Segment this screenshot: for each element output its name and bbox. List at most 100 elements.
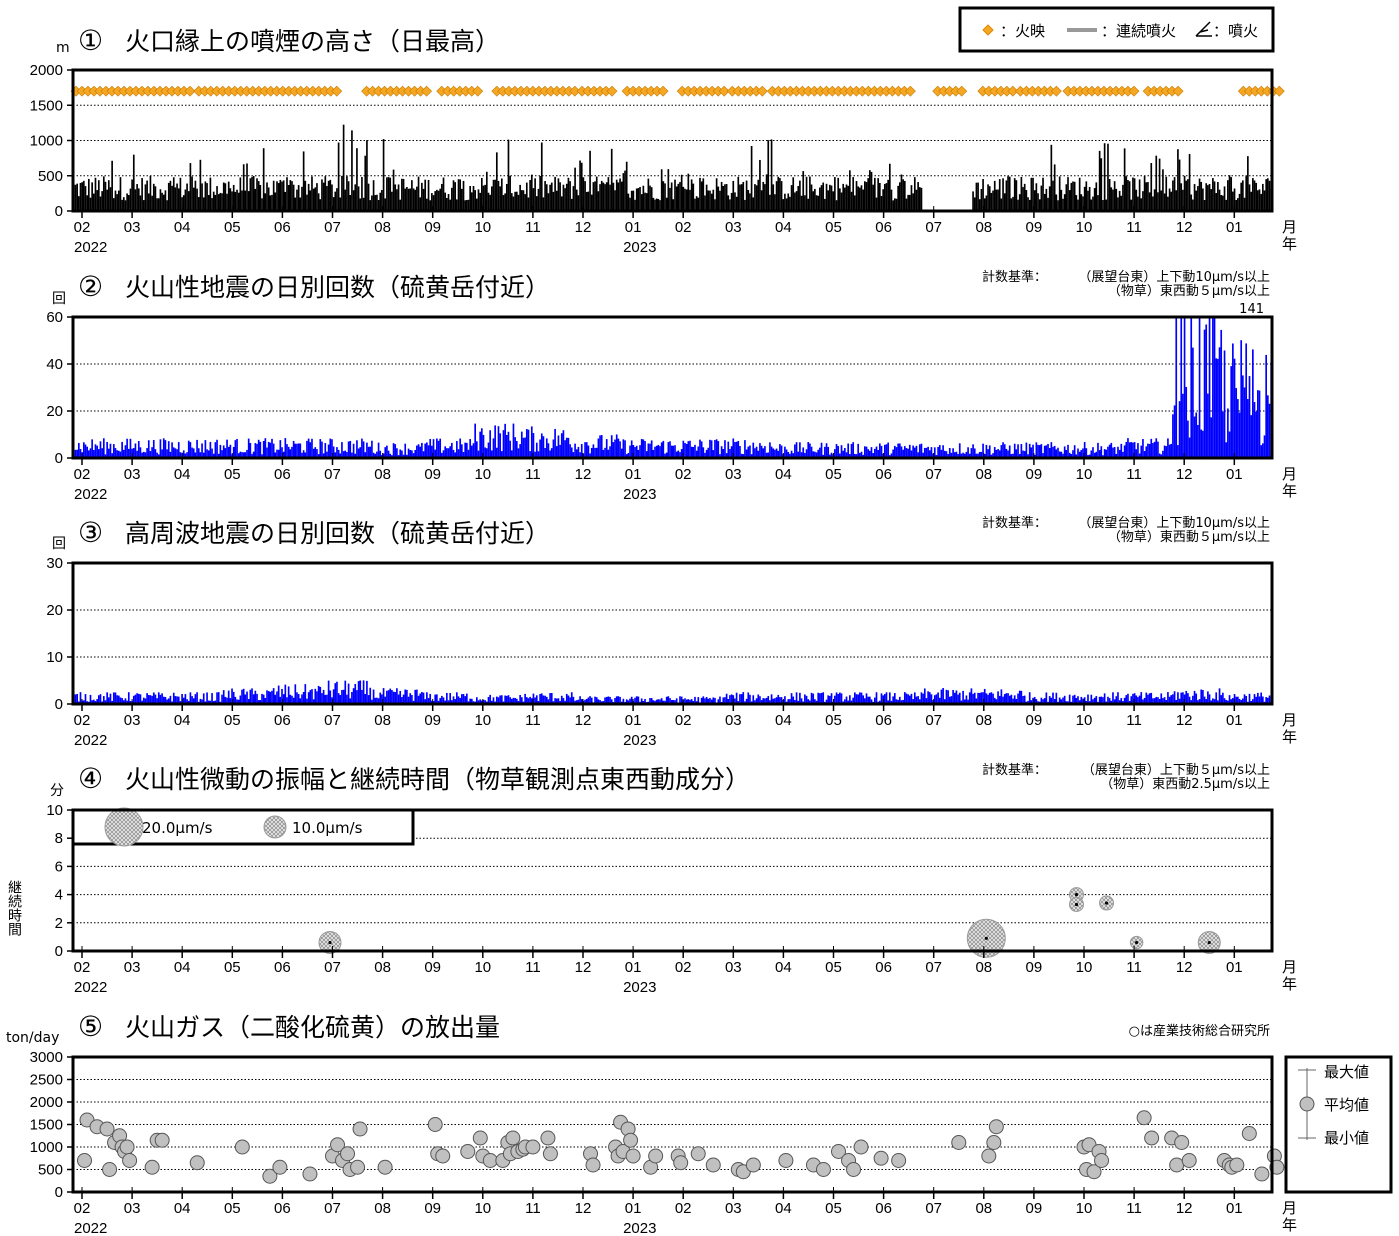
earthquake-count-bar bbox=[156, 452, 158, 458]
earthquake-count-bar bbox=[1190, 317, 1193, 458]
so2-emission-point bbox=[705, 1157, 721, 1173]
plume-height-bar bbox=[819, 187, 821, 211]
earthquake-count-bar bbox=[844, 448, 846, 458]
earthquake-count-bar bbox=[1215, 358, 1218, 458]
earthquake-count-bar bbox=[940, 449, 943, 458]
earthquake-count-bar bbox=[1040, 444, 1043, 458]
plume-height-bar bbox=[832, 191, 835, 211]
earthquake-count-bar bbox=[799, 442, 801, 458]
hf-earthquake-count-bar bbox=[161, 693, 163, 704]
plume-height-bar bbox=[655, 198, 658, 211]
hf-earthquake-count-bar bbox=[1197, 700, 1199, 704]
hf-earthquake-count-bar bbox=[1232, 698, 1234, 704]
earthquake-count-bar bbox=[675, 451, 678, 458]
earthquake-count-bar bbox=[171, 442, 173, 458]
earthquake-count-bar bbox=[1067, 444, 1069, 458]
plume-height-bar bbox=[402, 178, 405, 211]
earthquake-count-bar bbox=[361, 438, 363, 458]
hf-earthquake-count-bar bbox=[893, 693, 896, 704]
plume-height-bar bbox=[1007, 176, 1009, 211]
earthquake-count-bar bbox=[699, 439, 701, 458]
hf-earthquake-count-bar bbox=[574, 700, 576, 704]
plume-height-bar bbox=[893, 198, 896, 211]
hf-earthquake-count-bar bbox=[687, 699, 690, 704]
plume-height-bar bbox=[437, 190, 440, 211]
hf-earthquake-count-bar bbox=[1027, 700, 1029, 704]
earthquake-count-bar bbox=[1030, 447, 1033, 458]
earthquake-count-bar bbox=[1245, 343, 1248, 458]
plume-height-bar bbox=[424, 179, 427, 211]
plume-height-bar bbox=[830, 185, 833, 211]
earthquake-count-bar bbox=[747, 446, 750, 458]
hf-earthquake-count-bar bbox=[747, 692, 750, 704]
earthquake-count-bar bbox=[191, 447, 193, 458]
earthquake-count-bar bbox=[1080, 449, 1083, 458]
earthquake-count-bar bbox=[509, 440, 511, 458]
so2-emission-point bbox=[102, 1162, 118, 1177]
earthquake-count-bar bbox=[1010, 454, 1013, 458]
hf-earthquake-count-bar bbox=[932, 700, 934, 704]
x-tick-label: 07 bbox=[925, 959, 942, 976]
earthquake-count-bar bbox=[737, 440, 740, 458]
plume-height-bar bbox=[917, 182, 919, 211]
hf-earthquake-count-bar bbox=[374, 697, 377, 704]
earthquake-count-bar bbox=[905, 448, 908, 458]
panel-4-unit: 分 bbox=[50, 783, 64, 799]
plume-height-bar bbox=[1000, 198, 1003, 211]
plume-height-bar bbox=[522, 190, 525, 211]
hf-earthquake-count-bar bbox=[444, 700, 447, 704]
earthquake-count-bar bbox=[557, 435, 560, 458]
plume-height-bar bbox=[1257, 190, 1259, 211]
earthquake-count-bar bbox=[932, 453, 934, 458]
glow-marker bbox=[472, 85, 484, 97]
plume-height-bar bbox=[292, 184, 295, 211]
hf-earthquake-count-bar bbox=[674, 700, 676, 704]
plume-height-bar bbox=[1188, 153, 1191, 211]
hf-earthquake-count-bar bbox=[985, 693, 988, 704]
earthquake-count-bar bbox=[342, 451, 345, 458]
hf-earthquake-count-bar bbox=[1108, 698, 1111, 704]
earthquake-count-bar bbox=[407, 448, 410, 458]
earthquake-count-bar bbox=[622, 439, 625, 458]
x-tick-label: 05 bbox=[825, 466, 842, 483]
plume-height-bar bbox=[144, 184, 147, 211]
earthquake-count-bar bbox=[662, 440, 665, 458]
hf-earthquake-count-bar bbox=[1242, 698, 1244, 704]
plume-height-bar bbox=[1183, 175, 1186, 211]
panel-so2-emission: ⑤ 火山ガス（二酸化硫黄）の放出量 ton/day ○は産業技術総合研究所 05… bbox=[6, 1010, 1393, 1236]
earthquake-count-bar bbox=[1023, 451, 1026, 458]
plume-height-bar bbox=[412, 188, 415, 211]
plume-height-bar bbox=[171, 185, 173, 211]
hf-earthquake-count-bar bbox=[361, 689, 363, 704]
earthquake-count-bar bbox=[522, 437, 525, 458]
x-tick-label: 05 bbox=[224, 1200, 241, 1217]
plume-height-bar bbox=[136, 184, 138, 211]
plume-height-bar bbox=[544, 181, 546, 211]
hf-earthquake-count-bar bbox=[142, 697, 145, 704]
earthquake-count-bar bbox=[364, 452, 367, 458]
earthquake-count-bar bbox=[1208, 317, 1211, 458]
glow-marker bbox=[1050, 85, 1062, 97]
plume-height-bar bbox=[297, 185, 300, 211]
panel-5-title: 火山ガス（二酸化硫黄）の放出量 bbox=[125, 1013, 500, 1042]
plume-height-bar bbox=[620, 181, 623, 211]
plume-height-bar bbox=[1027, 197, 1029, 211]
so2-emission-point bbox=[460, 1144, 476, 1159]
hf-earthquake-count-bar bbox=[634, 697, 636, 704]
hf-earthquake-count-bar bbox=[207, 700, 210, 704]
hf-earthquake-count-bar bbox=[475, 697, 478, 704]
x-tick-label: 01 bbox=[625, 219, 642, 236]
hf-earthquake-count-bar bbox=[825, 699, 828, 704]
so2-emission-point bbox=[330, 1137, 346, 1153]
hf-earthquake-count-bar bbox=[1222, 692, 1224, 704]
hf-earthquake-count-bar bbox=[975, 698, 978, 704]
earthquake-count-bar bbox=[1012, 453, 1014, 458]
earthquake-count-bar bbox=[687, 441, 690, 458]
plume-height-bar bbox=[727, 195, 730, 211]
panel-1-legend: ：火映 ：連続噴火 ：噴火 bbox=[958, 6, 1275, 53]
x-tick-label: 12 bbox=[575, 219, 592, 236]
hf-earthquake-count-bar bbox=[1220, 695, 1223, 704]
plume-height-bar bbox=[1017, 199, 1019, 211]
hf-earthquake-count-bar bbox=[719, 696, 721, 704]
plume-height-bar bbox=[1237, 198, 1239, 211]
